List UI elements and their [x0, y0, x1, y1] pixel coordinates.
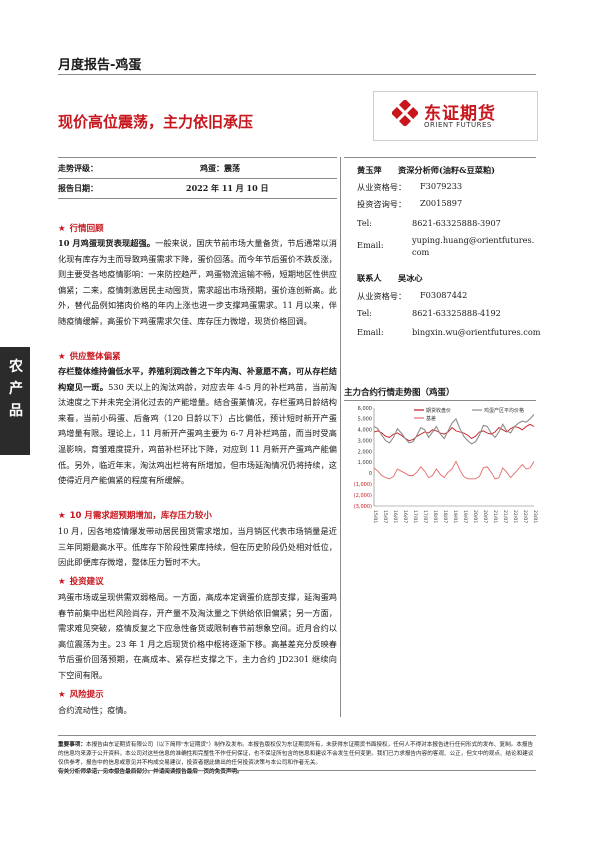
logo-name-cn: 东证期货: [424, 104, 496, 124]
star-icon: ★: [58, 690, 66, 700]
divider: [58, 735, 536, 736]
legend-futures: 期货收盘价: [426, 407, 451, 414]
analyst-field-label: Tel:: [357, 218, 373, 228]
series-spot-line: [373, 414, 535, 445]
analyst-tel: 8621-63325888-3907: [412, 218, 501, 228]
contact-tel: 8621-63325888-4192: [412, 308, 501, 318]
x-tick-label: 22/07: [522, 510, 528, 523]
date-label: 报告日期：: [58, 183, 98, 193]
section-heading: ★ 行情回顾: [58, 224, 104, 234]
analyst-field-label: 投资咨询号：: [357, 199, 407, 209]
series-basis-line: [373, 460, 535, 480]
analyst-role: 资深分析师(油籽&豆菜粕): [398, 165, 496, 175]
y-tick-label: (2,000): [354, 493, 372, 499]
y-tick-label: 1,000: [358, 460, 372, 466]
x-tick-label: 19/01: [452, 510, 458, 523]
report-title: 现价高位震荡，主力依旧承压: [58, 113, 254, 131]
contact-email[interactable]: bingxin.wu@orientfutures.com: [412, 327, 541, 337]
header-rule: [58, 74, 536, 75]
y-tick-label: 2,000: [358, 449, 372, 455]
contact-field-label: 从业资格号：: [357, 291, 407, 301]
divider: [344, 400, 536, 401]
contact-field-label: Email:: [357, 327, 384, 337]
star-icon: ★: [58, 577, 66, 587]
analyst-field-label: 从业资格号：: [357, 182, 407, 192]
section-heading: ★ 风险提示: [58, 690, 104, 700]
contact-role: 联系人: [357, 273, 382, 283]
rating-label: 走势评级：: [58, 163, 98, 173]
divider: [58, 198, 337, 199]
y-tick-label: 0: [369, 471, 372, 477]
x-tick-label: 15/07: [382, 510, 388, 523]
x-tick-label: 22/01: [512, 510, 518, 523]
paragraph-risk: 合约流动性；疫情。: [58, 705, 132, 715]
disclaimer: 重要事项：本报告由东证期货有限公司（以下简称"东证期货"）制作及发布。本报告版权…: [58, 742, 534, 775]
x-tick-label: 17/01: [412, 510, 418, 523]
divider: [58, 770, 536, 771]
analyst-email[interactable]: yuping.huang@orientfutures.com: [412, 235, 535, 257]
paragraph-supply: 存栏整体维持偏低水平，养殖利润改善之下年内淘、补意愿不高，可从存栏结构窥见一斑。…: [58, 366, 337, 486]
x-tick-label: 21/07: [502, 510, 508, 523]
section-heading: ★ 供应整体偏紧: [58, 352, 121, 362]
y-tick-label: 3,000: [358, 438, 372, 444]
y-tick-label: 5,000: [358, 417, 372, 423]
legend-spot: 鸡蛋产区平均价格: [484, 407, 524, 414]
star-icon: ★: [58, 511, 66, 521]
rating-value: 鸡蛋：震荡: [200, 163, 240, 173]
star-icon: ★: [58, 224, 66, 234]
divider: [58, 178, 337, 179]
x-tick-label: 16/01: [392, 510, 398, 523]
report-type: 月度报告-鸡蛋: [58, 58, 142, 73]
contact-license: F03087442: [420, 290, 468, 300]
x-tick-label: 21/01: [492, 510, 498, 523]
x-tick-label: 15/01: [372, 510, 378, 523]
analyst-consult-no: Z0015897: [420, 198, 463, 208]
x-tick-label: 17/07: [422, 510, 428, 523]
section-heading: ★ 10 月需求超预期增加，库存压力较小: [58, 511, 212, 521]
analyst-name: 黄玉萍: [357, 165, 382, 175]
x-tick-label: 23/01: [532, 510, 538, 523]
contact-field-label: Tel:: [357, 308, 373, 318]
x-tick-label: 18/07: [442, 510, 448, 523]
column-divider: [340, 157, 341, 717]
chart-title: 主力合约行情走势图（鸡蛋）: [344, 388, 455, 398]
y-tick-label: 6,000: [358, 406, 372, 412]
price-trend-chart: 6,000 5,000 4,000 3,000 2,000 1,000 0 (1,000) (2…: [354, 406, 538, 524]
contact-name: 吴冰心: [398, 273, 423, 283]
divider: [58, 157, 337, 158]
paragraph-demand: 10 月，因各地疫情爆发带动居民囤货需求增加，当月销区代表市场销量是近三年同期最…: [58, 526, 337, 568]
logo-name-en: ORIENT FUTURES: [424, 121, 492, 129]
paragraph-market-review: 10 月鸡蛋现货表现超强。一般来说，国庆节前市场大量备货，节后通常以消化现有库存…: [58, 238, 337, 326]
category-label: 农产品: [9, 359, 23, 419]
x-tick-label: 20/07: [482, 510, 488, 523]
x-tick-label: 18/01: [432, 510, 438, 523]
y-tick-label: (1,000): [354, 482, 372, 488]
divider: [344, 157, 536, 158]
paragraph-investment: 鸡蛋市场或呈现供需双弱格局。一方面，高成本定调蛋价底部支撑，延淘蛋鸡春节前集中出…: [58, 592, 337, 680]
y-tick-label: (3,000): [354, 504, 372, 510]
x-tick-label: 20/01: [472, 510, 478, 523]
y-tick-label: 4,000: [358, 428, 372, 434]
company-logo: [373, 91, 538, 141]
analyst-field-label: Email:: [357, 240, 384, 250]
section-heading: ★ 投资建议: [58, 577, 104, 587]
date-value: 2022 年 11 月 10 日: [186, 183, 269, 193]
analyst-license: F3079233: [420, 181, 463, 191]
star-icon: ★: [58, 352, 66, 362]
category-tab: [0, 347, 30, 455]
x-tick-label: 16/07: [402, 510, 408, 523]
legend-basis: 基差: [426, 415, 436, 422]
logo-mark-icon: [392, 100, 418, 126]
x-tick-label: 19/07: [462, 510, 468, 523]
